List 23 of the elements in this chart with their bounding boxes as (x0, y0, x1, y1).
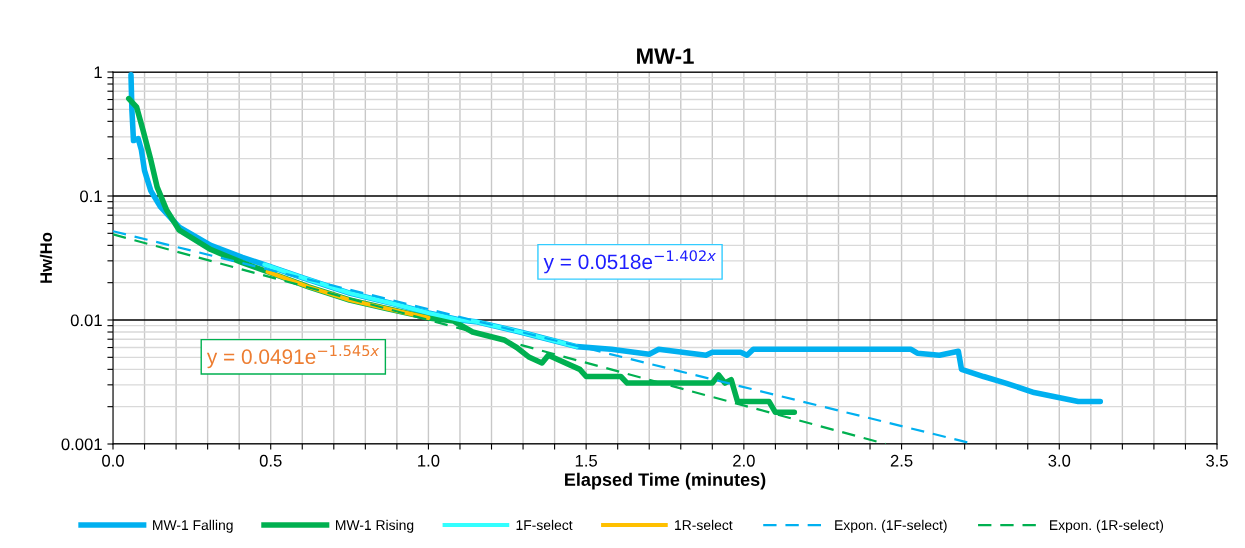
legend-label: Expon. (1F-select) (835, 519, 947, 533)
x-tick-label: 3.5 (1206, 454, 1228, 467)
x-tick-label: 3.0 (1048, 454, 1071, 467)
y-axis-title: Hw/Ho (39, 232, 53, 283)
x-tick-label: 1.5 (575, 455, 598, 467)
x-tick-label: 1.0 (418, 454, 440, 467)
y-tick-label: 0.01 (70, 314, 102, 327)
annotation: y = 0.0491e$^{−1.545x}$ (206, 345, 380, 369)
legend-label: Expon. (1R-select) (1050, 519, 1164, 533)
y-tick-label: 1 (94, 66, 102, 79)
chart-title: MW-1 (637, 48, 694, 64)
x-axis-title: Elapsed Time (minutes) (565, 472, 766, 490)
x-tick-label: 2.5 (890, 454, 913, 467)
y-tick-label: 0.1 (80, 190, 102, 203)
x-tick-label: 0.0 (102, 454, 124, 467)
annotation: y = 0.0518e$^{−1.402x}$ (543, 250, 716, 274)
x-tick-label: 2.0 (733, 454, 755, 467)
legend-label: MW-1 Rising (336, 519, 414, 533)
legend-label: 1F-select (516, 519, 573, 531)
x-tick-label: 0.5 (259, 454, 282, 467)
legend-label: MW-1 Falling (153, 519, 233, 533)
y-tick-label: 0.001 (61, 438, 102, 451)
legend-label: 1R-select (675, 519, 733, 531)
